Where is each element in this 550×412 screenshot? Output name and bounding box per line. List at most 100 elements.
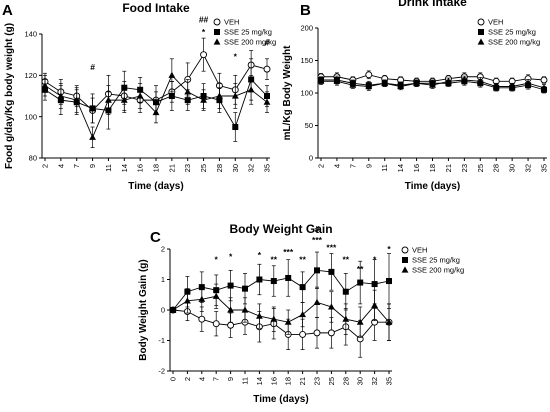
- data-point: [256, 276, 263, 283]
- x-tick-label: 16: [136, 164, 145, 172]
- legend-marker: [213, 38, 221, 45]
- chart-panel-c: C Body Weight Gain -2 -1 0 1 2 0 2 4 7 9 11 14 16 18 21 2…: [138, 222, 464, 405]
- x-tick-label: 18: [428, 164, 437, 172]
- x-tick-label: 28: [215, 164, 224, 172]
- legend-entry: SSE 25 mg/kg: [488, 28, 536, 37]
- data-point: [314, 267, 320, 274]
- chart-title: Food Intake: [122, 1, 190, 15]
- x-tick-label: 30: [508, 164, 517, 172]
- legend-entry: VEH: [224, 18, 239, 27]
- data-point: [356, 318, 364, 325]
- data-point: [317, 77, 325, 84]
- data-point: [342, 315, 350, 322]
- data-point: [333, 77, 341, 84]
- legend-entry: SSE 25 mg/kg: [224, 28, 272, 37]
- legend-marker: [478, 29, 484, 35]
- significance-annotation: *: [215, 255, 219, 265]
- chart-title: Drink Intake: [398, 0, 467, 9]
- data-point: [256, 312, 263, 319]
- panel-letter: C: [150, 229, 161, 246]
- significance-annotation: *: [202, 27, 206, 37]
- data-point: [89, 133, 96, 140]
- data-point: [492, 82, 500, 90]
- y-tick-label: 2: [161, 245, 165, 254]
- y-axis-label: mL/Kg Body Weight: [282, 45, 293, 140]
- y-axis-label: Body Weight Gain (g): [138, 259, 149, 360]
- data-point: [524, 79, 532, 86]
- significance-annotation: ***: [283, 247, 294, 257]
- data-point: [247, 86, 255, 93]
- data-point: [227, 306, 234, 313]
- data-point: [270, 315, 278, 322]
- significance-annotation: ##: [199, 15, 209, 25]
- data-point: [169, 306, 177, 313]
- y-tick-label: 140: [24, 30, 37, 39]
- y-tick-label: -2: [158, 367, 165, 376]
- x-tick-label: 35: [263, 164, 272, 172]
- x-tick-label: 23: [183, 164, 192, 172]
- legend-marker: [401, 246, 409, 254]
- data-point: [313, 329, 321, 337]
- series-circle: [169, 302, 393, 358]
- x-tick-label: 2: [183, 377, 192, 381]
- legend-entry: SSE 200 mg/kg: [224, 38, 276, 47]
- data-point: [476, 77, 484, 84]
- x-tick-label: 16: [269, 377, 278, 385]
- y-tick-label: 0: [161, 306, 165, 315]
- series-line: [172, 269, 390, 311]
- y-tick-label: -1: [158, 336, 165, 345]
- x-tick-label: 2: [41, 164, 50, 168]
- data-point: [168, 93, 175, 99]
- x-tick-label: 28: [492, 164, 501, 172]
- data-point: [365, 71, 373, 79]
- legend-marker: [402, 257, 408, 263]
- data-point: [342, 288, 349, 295]
- data-point: [198, 315, 206, 323]
- x-tick-label: 35: [540, 164, 549, 172]
- data-point: [212, 292, 220, 299]
- data-point: [371, 301, 378, 309]
- data-point: [41, 82, 49, 89]
- x-tick-label: 32: [247, 164, 256, 172]
- chart-panel-a: A Food Intake 80 100 120 140 2 4 7 9 11 14 16 18 21 23 2…: [2, 1, 276, 192]
- x-axis-label: Time (days): [405, 181, 460, 192]
- data-point: [227, 321, 235, 329]
- x-tick-label: 21: [444, 164, 453, 172]
- data-point: [445, 77, 452, 84]
- data-point: [212, 320, 220, 328]
- data-point: [168, 71, 176, 78]
- x-tick-label: 35: [385, 377, 394, 385]
- x-tick-label: 16: [412, 164, 421, 172]
- x-tick-label: 28: [341, 377, 350, 385]
- data-point: [73, 96, 81, 103]
- significance-annotation: #: [315, 224, 320, 234]
- series-square: [170, 251, 392, 313]
- x-tick-label: 14: [255, 377, 264, 385]
- x-axis-label: Time (days): [128, 181, 183, 192]
- x-tick-label: 23: [460, 164, 469, 172]
- x-axis-label: Time (days): [253, 394, 308, 405]
- y-tick-label: 80: [29, 154, 37, 163]
- data-point: [184, 88, 192, 95]
- x-tick-label: 9: [364, 164, 373, 168]
- x-tick-label: 32: [370, 377, 379, 385]
- x-tick-label: 14: [396, 164, 405, 172]
- x-tick-label: 9: [226, 377, 235, 381]
- y-tick-label: 1: [161, 275, 165, 284]
- legend-marker: [401, 266, 409, 273]
- data-point: [429, 81, 436, 88]
- data-point: [216, 92, 223, 99]
- x-tick-label: 7: [212, 377, 221, 381]
- chart-title: Body Weight Gain: [229, 222, 332, 236]
- data-point: [313, 298, 321, 305]
- data-point: [232, 124, 239, 130]
- data-point: [299, 284, 306, 291]
- series-line: [172, 295, 390, 323]
- data-point: [152, 108, 160, 116]
- x-tick-label: 2: [317, 164, 326, 168]
- data-point: [327, 329, 335, 337]
- data-point: [285, 274, 292, 281]
